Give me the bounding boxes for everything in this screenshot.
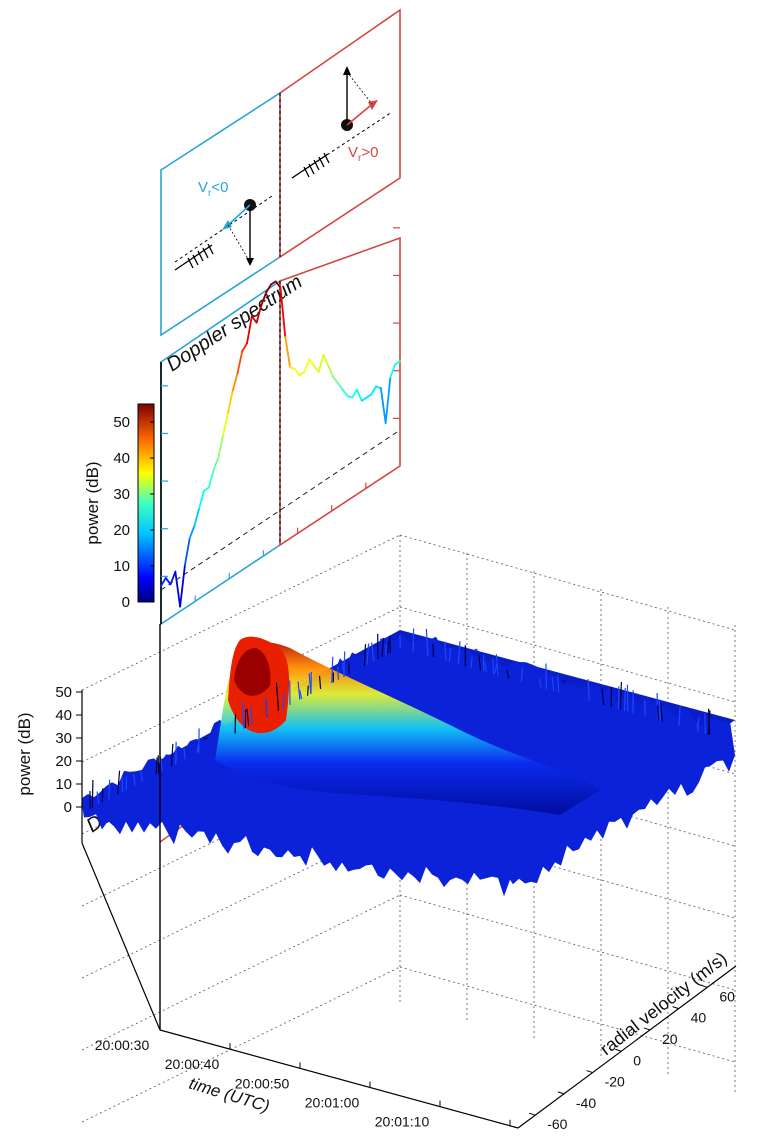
spectrum-segment [228,391,233,413]
spectrum-segment [185,538,190,565]
spectrum-segment [386,377,391,423]
spectrum-panel: Doppler spectrum [161,228,400,624]
surface-spike [659,699,660,720]
colorbar: 0 10 20 30 40 50 power (dB) [83,404,154,611]
surface-spike [109,780,110,799]
surface-spike [705,713,706,733]
spectrum-segment [343,390,348,396]
spectrum-segment [171,572,176,585]
y-tick [529,1113,535,1115]
z-tick-label: 40 [55,707,72,724]
y-tick-label: 60 [719,988,735,1004]
vr-negative-label: Vr<0 [198,179,228,199]
spectrum-segment [333,377,338,383]
spectrum-segment [209,470,214,487]
projection-negative [228,225,250,262]
radial-arrowhead-positive [368,100,378,110]
z-tick-label: 20 [55,753,72,770]
radial-vector-positive [347,106,370,125]
y-tick-label: -60 [547,1116,567,1132]
x-tick-label: 20:00:40 [165,1056,220,1072]
radial-vector-negative [228,205,250,225]
y-tick-label: -20 [605,1074,625,1090]
spectrum-segment [175,572,180,607]
colorbar-tick-label: 40 [113,450,130,467]
spectrum-segment [309,359,314,365]
spectrum-segment [199,491,204,508]
surface-spike [546,664,547,689]
surface-spike [122,777,123,792]
spectrum-segment [180,565,185,606]
surface-spike [433,644,434,658]
spectrum-segment [223,413,228,435]
spectrum-segment [328,366,333,377]
z-axis-base [82,843,160,1030]
surface-spike [493,659,494,674]
x-tick-label: 20:00:30 [95,1037,150,1053]
x-tick-label: 20:01:10 [375,1114,430,1130]
spectrum-segment [338,383,343,389]
antenna-positive [292,153,329,178]
surface-spike [308,686,309,696]
spectrum-segment [304,359,309,372]
y-tick [587,1071,593,1073]
surface-spike [625,688,626,711]
z-tick-label: 0 [64,799,72,816]
antenna-negative [175,244,213,270]
spectrum-segment [237,351,242,373]
grid-line [400,535,735,630]
colorbar-label: power (dB) [83,461,102,544]
x-tick-label: 20:01:00 [305,1094,360,1110]
z-tick-label: 30 [55,730,72,747]
y-tick [558,1092,564,1094]
colorbar-tick-label: 50 [113,414,130,431]
radargram-cell [475,649,478,651]
y-tick-label: -40 [576,1095,596,1111]
spectrum-segment [381,388,386,423]
spectrum-segment [285,337,290,367]
y-tick-label: 0 [633,1052,641,1068]
fall-arrowhead-positive [343,66,351,75]
spectrum-segment [190,526,195,539]
spectrum-segment [242,343,247,351]
projection-positive [347,72,372,104]
spectrum-segment [233,373,238,390]
z-tick-label: 50 [55,684,72,701]
spectrum-segment [319,355,324,372]
surface-spike [697,723,698,731]
z-axis-label: power (dB) [15,712,34,795]
spectrum-segment [324,355,329,366]
surface-spike [338,667,339,680]
colorbar-scale [138,404,154,602]
spectrum-segment [214,457,219,470]
radargram-cell [562,680,565,682]
spectrum-segment [218,435,223,457]
power-surface [82,629,735,897]
colorbar-tick-label: 20 [113,522,130,539]
spectrum-segment [352,390,357,398]
colorbar-tick-label: 0 [122,594,130,611]
spectrum-segment [194,508,199,525]
vr-positive-label: Vr>0 [348,144,378,164]
z-tick-label: 10 [55,776,72,793]
spectrum-segment [295,369,300,375]
colorbar-tick-label: 30 [113,486,130,503]
spectrum-segment [357,390,362,401]
spectrum-segment [314,366,319,372]
spectrum-segment [166,578,171,584]
grid-line [82,895,400,1050]
y-tick-label: 40 [691,1010,707,1026]
schematic-frame-positive [280,10,400,257]
colorbar-tick-label: 10 [113,558,130,575]
spectrum-segment [371,387,376,395]
x-axis: 20:00:3020:00:4020:00:5020:01:0020:01:10… [95,1024,518,1133]
surface-spike [471,657,472,668]
y-tick-label: 20 [662,1031,678,1047]
